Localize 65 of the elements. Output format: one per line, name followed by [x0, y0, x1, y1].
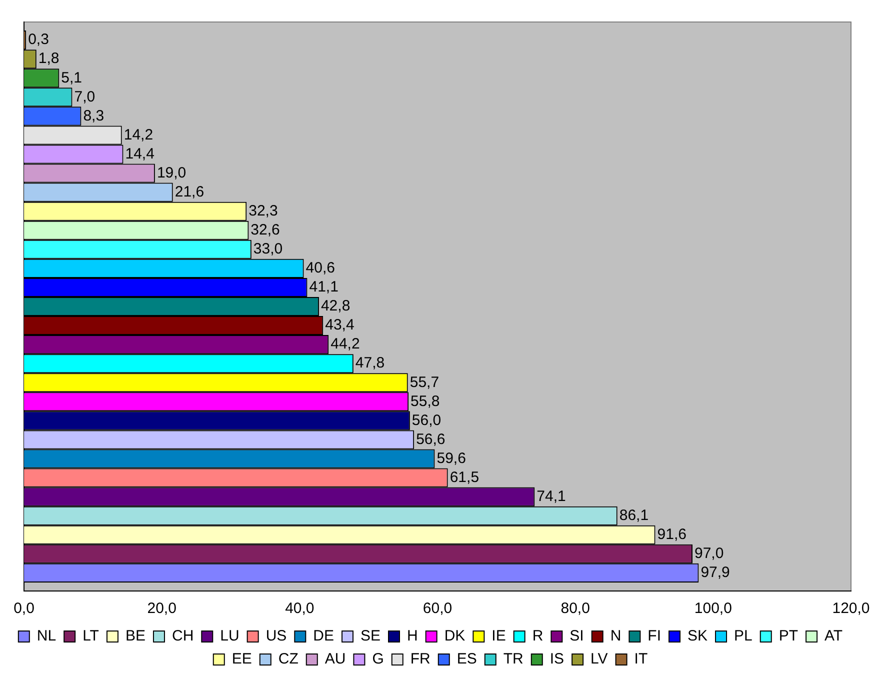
- data-label: 97,0: [694, 545, 724, 562]
- legend-label: AU: [324, 650, 346, 668]
- data-label: 14,4: [125, 145, 154, 162]
- data-label: 97,9: [700, 564, 730, 582]
- legend-label: NL: [36, 628, 56, 645]
- x-tick-label: 20,0: [147, 600, 176, 618]
- data-label: 55,7: [410, 374, 440, 391]
- legend-label: FR: [410, 650, 431, 668]
- legend-label: SE: [360, 628, 381, 645]
- data-label: 19,0: [156, 164, 186, 182]
- legend-label: SI: [570, 628, 584, 645]
- legend-label: IS: [550, 650, 564, 668]
- legend-label: CH: [172, 628, 194, 645]
- data-label: 40,6: [306, 260, 336, 277]
- data-label: 5,1: [61, 69, 82, 86]
- x-tick-label: 60,0: [422, 600, 452, 618]
- x-tick-label: 100,0: [694, 600, 732, 618]
- data-label: 86,1: [619, 506, 649, 524]
- legend-label: LU: [220, 628, 240, 645]
- data-label: 74,1: [536, 488, 566, 505]
- legend-label: LV: [590, 650, 608, 668]
- data-label: 21,6: [174, 183, 204, 200]
- legend-label: AT: [824, 628, 843, 645]
- data-label: 61,5: [450, 468, 480, 486]
- data-label: 32,3: [248, 202, 278, 220]
- data-label: 8,3: [83, 107, 104, 124]
- legend-label: N: [610, 628, 622, 645]
- data-label: 33,0: [253, 240, 283, 258]
- x-tick-label: 0,0: [14, 600, 34, 618]
- legend-label: BE: [125, 628, 146, 645]
- legend-label: R: [532, 628, 544, 645]
- data-label: 55,8: [410, 392, 440, 410]
- legend-label: EE: [232, 650, 252, 668]
- data-label: 14,2: [124, 126, 154, 144]
- data-label: 42,8: [320, 298, 350, 315]
- data-label: 59,6: [436, 450, 466, 467]
- data-label: 0,3: [28, 31, 49, 48]
- data-label: 43,4: [325, 316, 354, 334]
- data-label: 1,8: [38, 50, 60, 68]
- legend-label: DE: [313, 628, 334, 645]
- x-tick-label: 40,0: [285, 600, 314, 618]
- x-tick-label: 80,0: [560, 600, 590, 618]
- legend-label: IE: [492, 628, 506, 645]
- legend-label: CZ: [278, 650, 298, 668]
- data-label: 47,8: [355, 354, 385, 372]
- legend-label: PT: [778, 628, 798, 645]
- x-tick-label: 120,0: [832, 600, 870, 618]
- data-label: 56,0: [412, 412, 442, 429]
- data-label: 91,6: [657, 526, 686, 544]
- legend-label: ES: [456, 650, 477, 668]
- legend-label: PL: [734, 628, 752, 645]
- data-label: 41,1: [309, 278, 338, 296]
- data-label: 56,6: [416, 430, 446, 448]
- legend-label: DK: [444, 628, 466, 645]
- legend-label: IT: [634, 650, 648, 668]
- legend-label: FI: [648, 628, 662, 645]
- legend-label: US: [266, 628, 287, 645]
- legend-label: SK: [688, 628, 708, 645]
- data-label: 7,0: [74, 88, 96, 106]
- legend-label: G: [372, 650, 384, 668]
- data-label: 32,6: [250, 222, 280, 239]
- legend-label: H: [407, 628, 418, 645]
- legend-label: TR: [503, 650, 524, 668]
- legend-label: LT: [82, 628, 99, 645]
- data-label: 44,2: [330, 336, 360, 353]
